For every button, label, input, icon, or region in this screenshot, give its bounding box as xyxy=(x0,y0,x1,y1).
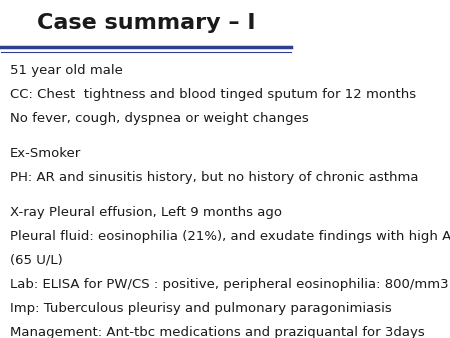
Text: Imp: Tuberculous pleurisy and pulmonary paragonimiasis: Imp: Tuberculous pleurisy and pulmonary … xyxy=(10,301,392,315)
Text: (65 U/L): (65 U/L) xyxy=(10,254,63,267)
Text: Case summary – I: Case summary – I xyxy=(37,13,255,33)
Text: PH: AR and sinusitis history, but no history of chronic asthma: PH: AR and sinusitis history, but no his… xyxy=(10,171,418,184)
Text: Lab: ELISA for PW/CS : positive, peripheral eosinophilia: 800/mm3: Lab: ELISA for PW/CS : positive, periphe… xyxy=(10,277,449,291)
Text: Ex-Smoker: Ex-Smoker xyxy=(10,147,81,160)
Text: Pleural fluid: eosinophilia (21%), and exudate findings with high ADA level: Pleural fluid: eosinophilia (21%), and e… xyxy=(10,230,450,243)
Text: X-ray Pleural effusion, Left 9 months ago: X-ray Pleural effusion, Left 9 months ag… xyxy=(10,206,282,219)
Text: Management: Ant-tbc medications and praziquantal for 3days: Management: Ant-tbc medications and praz… xyxy=(10,325,425,338)
Text: No fever, cough, dyspnea or weight changes: No fever, cough, dyspnea or weight chang… xyxy=(10,112,309,125)
Text: 51 year old male: 51 year old male xyxy=(10,64,123,77)
Text: CC: Chest  tightness and blood tinged sputum for 12 months: CC: Chest tightness and blood tinged spu… xyxy=(10,88,416,101)
